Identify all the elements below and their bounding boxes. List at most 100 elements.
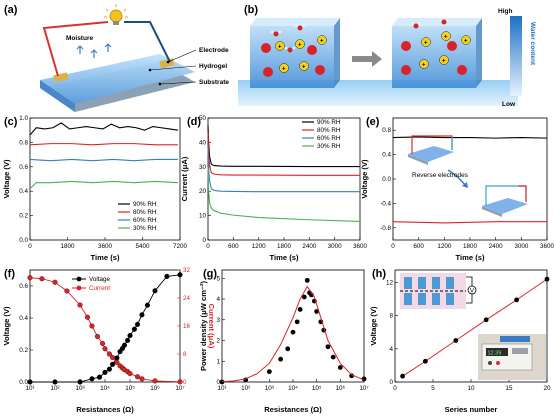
panel-f-point-voltage bbox=[127, 333, 133, 339]
panel-e-ylabel: Voltage (V) bbox=[360, 159, 369, 199]
panel-f-point-current bbox=[89, 323, 95, 329]
panel-h-ytick-label: 4 bbox=[389, 346, 393, 353]
panel-c-xtick-label: 3600 bbox=[98, 243, 113, 250]
panel-e-xtick-label: 3000 bbox=[514, 243, 529, 250]
panel-f: (f) 10¹ 10² 10³ 10⁴ 10⁵ 10⁶ 10⁷0.00.20.40.6081… bbox=[2, 267, 216, 414]
panel-f-y2tick-label: 16 bbox=[183, 323, 191, 330]
hydrogel-cube-charged: + + + + + bbox=[392, 18, 482, 88]
panel-d-legend-label: 90% RH bbox=[317, 119, 341, 126]
panel-d-ytick-label: 0 bbox=[202, 237, 206, 244]
panel-d-legend-label: 80% RH bbox=[317, 127, 341, 134]
panel-c-ytick-label: 0.0 bbox=[19, 237, 28, 244]
panel-f-point-voltage bbox=[109, 361, 116, 367]
panel-f-y2tick-label: 32 bbox=[183, 267, 191, 274]
panel-e-xtick-label: 1800 bbox=[463, 243, 478, 250]
panel-c-legend-label: 60% RH bbox=[133, 217, 157, 224]
panel-g-xtick-label: 10¹ bbox=[217, 385, 226, 392]
panel-d-series-line-0 bbox=[207, 125, 360, 168]
panel-e-plot: 0 600 1200 1800 2400 3000 3600 -0.8 -0.4 0.0 0.4 0.… bbox=[380, 127, 554, 250]
panel-d-series-line-2 bbox=[207, 147, 360, 193]
panel-f-y2label: Current (μA) bbox=[207, 304, 216, 349]
panel-e-annotation: Reverse electrodes bbox=[412, 172, 469, 179]
panel-f-point-voltage bbox=[114, 355, 120, 361]
svg-text:+: + bbox=[442, 59, 446, 65]
svg-text:+: + bbox=[424, 41, 428, 47]
panel-b-label: (b) bbox=[244, 4, 258, 16]
panel-h-point bbox=[423, 358, 428, 364]
panel-f-point-current bbox=[139, 376, 145, 382]
callout-substrate: Substrate bbox=[199, 79, 229, 86]
svg-text:+: + bbox=[464, 39, 468, 45]
panel-h-ylabel: Voltage (V) bbox=[369, 306, 378, 346]
meter-display-reading: 12.39 bbox=[488, 351, 502, 357]
panel-c-ytick-label: 0.8 bbox=[19, 139, 28, 146]
panel-g-point bbox=[266, 369, 272, 375]
panel-c-series-line-2 bbox=[29, 158, 178, 162]
svg-text:+: + bbox=[282, 67, 286, 73]
panel-f-point-voltage bbox=[102, 369, 108, 375]
panel-e-ytick-label: 0.0 bbox=[382, 176, 391, 183]
panel-c-series-line-3 bbox=[29, 180, 178, 190]
panel-f-point-current bbox=[52, 279, 58, 285]
water-content-gradient-bar bbox=[510, 16, 522, 96]
panel-f-xtick-label: 10⁴ bbox=[100, 385, 110, 392]
panel-d-ytick-label: 50 bbox=[199, 115, 207, 122]
panel-d-ylabel: Current (μA) bbox=[180, 156, 189, 201]
panel-f-point-current bbox=[114, 359, 120, 365]
panel-c-ytick-label: 0.4 bbox=[19, 188, 28, 195]
panel-d-xtick-label: 1200 bbox=[252, 243, 267, 250]
panel-e-ytick-label: -0.4 bbox=[380, 200, 391, 207]
panel-h-xlabel: Series number bbox=[445, 405, 498, 414]
panel-f-point-voltage bbox=[77, 379, 83, 385]
panel-g-point bbox=[304, 277, 310, 283]
panel-g: (g) 10¹ 10² 10³ 10⁴ 10⁵ 10⁶ 10⁷ 0 1 2 3 4 5 Resistan… bbox=[199, 268, 369, 414]
panel-d-ytick-label: 20 bbox=[199, 188, 207, 195]
wire-positive bbox=[42, 21, 109, 77]
panel-g-point bbox=[301, 294, 307, 300]
panel-f-point-voltage bbox=[89, 376, 95, 382]
panel-g-point bbox=[278, 356, 284, 362]
panel-f-point-voltage bbox=[106, 366, 112, 372]
panel-g-ytick-label: 5 bbox=[216, 275, 220, 282]
panel-f-label: (f) bbox=[4, 268, 15, 280]
hydrogel-edge bbox=[40, 80, 75, 112]
panel-g-plot: 10¹ 10² 10³ 10⁴ 10⁵ 10⁶ 10⁷ 0 1 2 3 4 5 bbox=[216, 275, 369, 392]
panel-g-fit-line bbox=[221, 285, 365, 383]
panel-f-ytick-label: 0.6 bbox=[19, 283, 28, 290]
panel-d-xtick-label: 0 bbox=[206, 243, 210, 250]
panel-d-xtick-label: 600 bbox=[228, 243, 239, 250]
panel-e-ytick-label: 0.8 bbox=[382, 127, 391, 134]
panel-c-ylabel: Voltage (V) bbox=[2, 159, 11, 199]
panel-g-point bbox=[337, 365, 343, 370]
callout-electrode: Electrode bbox=[199, 47, 229, 54]
panel-f-legend-label: Voltage bbox=[89, 276, 111, 283]
panel-d-label: (d) bbox=[187, 116, 201, 128]
panel-g-xtick-label: 10² bbox=[241, 385, 250, 392]
callout-moisture: Moisture bbox=[66, 35, 93, 42]
panel-a: (a) Moisture bbox=[4, 4, 229, 112]
panel-e-ytick-label: -0.8 bbox=[380, 225, 391, 232]
panel-g-point bbox=[361, 376, 367, 382]
panel-f-point-current bbox=[94, 333, 101, 340]
panel-d-ytick-label: 10 bbox=[199, 213, 207, 220]
panel-g-ylabel: Power density (μW cm⁻²) bbox=[199, 280, 208, 371]
svg-text:+: + bbox=[320, 39, 324, 45]
panel-e-xtick-label: 2400 bbox=[489, 243, 504, 250]
moisture-arrows-icon bbox=[76, 43, 112, 58]
panel-d-series-line-1 bbox=[207, 132, 360, 176]
panel-f-point-current bbox=[152, 378, 158, 384]
panel-g-point bbox=[330, 354, 336, 360]
panel-f-y2tick-label: 8 bbox=[183, 351, 187, 358]
panel-c-xtick-label: 7200 bbox=[173, 243, 188, 250]
panel-h-inset-array: V bbox=[400, 273, 477, 309]
panel-e-label: (e) bbox=[366, 116, 380, 128]
panel-h-point bbox=[514, 297, 519, 303]
panel-d-legend-label: 60% RH bbox=[317, 135, 341, 142]
panel-f-point-voltage bbox=[177, 272, 183, 278]
panel-g-ytick-label: 3 bbox=[216, 317, 220, 324]
panel-e-ytick-label: 0.4 bbox=[382, 152, 391, 159]
panel-f-plot: 10¹ 10² 10³ 10⁴ 10⁵ 10⁶ 10⁷ 0.0 0.2 0.4 0.6 0 8 16 24 3… bbox=[19, 267, 190, 392]
panel-c-legend-label: 90% RH bbox=[133, 201, 157, 208]
